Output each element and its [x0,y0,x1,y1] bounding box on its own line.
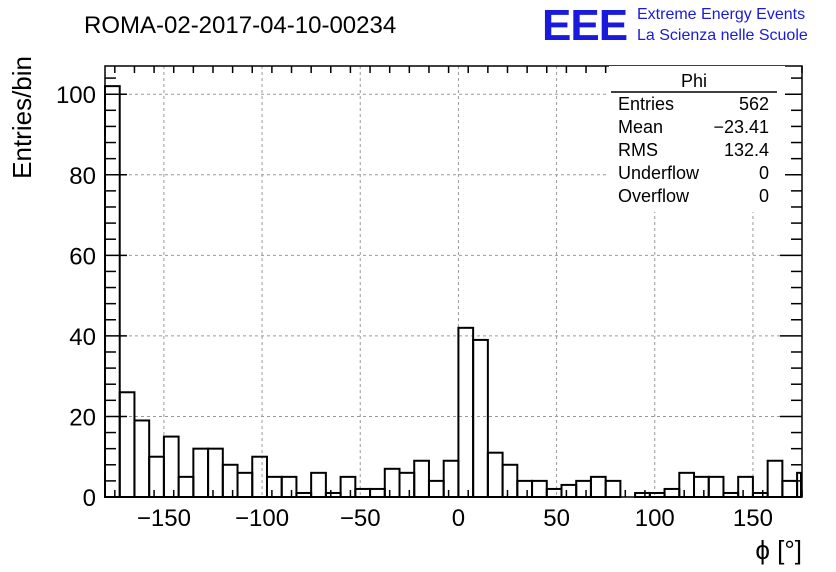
histogram-bin [354,487,372,499]
histogram-bin [766,459,784,498]
histogram-bin [104,85,121,498]
histogram-bin [604,479,622,498]
histogram-bin [133,419,151,498]
logo-caption-line2: La Scienza nelle Scuole [637,27,808,44]
y-tick-label: 80 [69,163,96,190]
stats-value: 562 [739,94,769,114]
histogram-bin [413,459,430,498]
histogram-bin [693,475,710,498]
histogram-bin [737,475,754,498]
histogram-bin [398,471,416,499]
histogram-bin [177,475,195,498]
histogram-bin [796,471,803,499]
y-tick-labels: 0 20 40 60 80 100 [56,82,96,512]
histogram-bin [236,471,254,499]
x-tick-label: 50 [543,505,570,532]
grid-lines [105,66,802,497]
stats-box-title: Phi [681,71,707,91]
x-axis-title: ϕ [°] [755,535,802,565]
histogram-bin [560,483,578,499]
x-tick-label: −100 [235,505,289,532]
histogram-bin [369,487,386,499]
y-axis-title: Entries/bin [7,56,37,179]
histogram-bin [545,487,563,499]
histogram-bin [148,455,165,499]
histogram-bin [516,479,534,498]
stats-rows: Entries 562 Mean −23.41 RMS 132.4 Underflow 0 Ov… [618,94,769,206]
stats-box-background [609,66,785,212]
histogram-bin [589,475,607,498]
x-tick-label: −50 [340,505,381,532]
histogram-bin [663,487,681,499]
stats-label: Mean [618,117,663,137]
stats-value: −23.41 [713,117,769,137]
histogram-bin [118,391,136,498]
y-tick-label: 100 [56,82,96,109]
y-tick-label: 20 [69,404,96,431]
y-tick-label: 0 [83,485,96,512]
histogram-bin [457,326,475,498]
x-tick-label: −150 [137,505,191,532]
histogram-bin [575,479,592,498]
histogram-bin [427,479,445,498]
histogram-bin [383,467,401,499]
histogram-bin [339,475,357,498]
stats-value: 132.4 [724,140,769,160]
stats-label: RMS [618,140,658,160]
eee-logo: EEE Extreme Energy Events La Scienza nel… [542,1,808,50]
stats-label: Underflow [618,163,700,183]
y-tick-label: 40 [69,324,96,351]
histogram-bin [280,475,298,498]
plot-frame [104,65,803,498]
eee-logo-text: EEE [542,1,627,50]
run-title: ROMA-02-2017-04-10-00234 [84,12,396,39]
x-tick-label: 150 [733,505,773,532]
histogram-bin [221,463,239,498]
histogram-bin [501,463,519,498]
histogram-bin [192,447,210,498]
x-tick-label: 100 [635,505,675,532]
histogram-bin [265,475,283,498]
x-tick-label: 0 [452,505,465,532]
histogram-bin [207,447,224,498]
stats-value: 0 [759,186,769,206]
stats-label: Entries [618,94,674,114]
stats-box: Phi Entries 562 Mean −23.41 RMS 132.4 Underflo… [609,66,785,212]
logo-caption-line1: Extreme Energy Events [637,6,805,23]
histogram-bin [162,435,180,498]
histogram-bin [486,451,504,498]
histogram-bin [531,479,548,498]
histogram-bin [310,471,327,499]
histogram-bin [707,475,725,498]
histogram-bin [781,479,799,498]
stats-value: 0 [759,163,769,183]
histogram-bin [678,471,696,499]
x-tick-labels: −150 −100 −50 0 50 100 150 [137,505,773,532]
stats-label: Overflow [618,186,690,206]
histogram-bin [251,455,268,499]
histogram-bin [442,459,460,498]
y-tick-label: 60 [69,243,96,270]
histogram-bin [472,338,489,499]
